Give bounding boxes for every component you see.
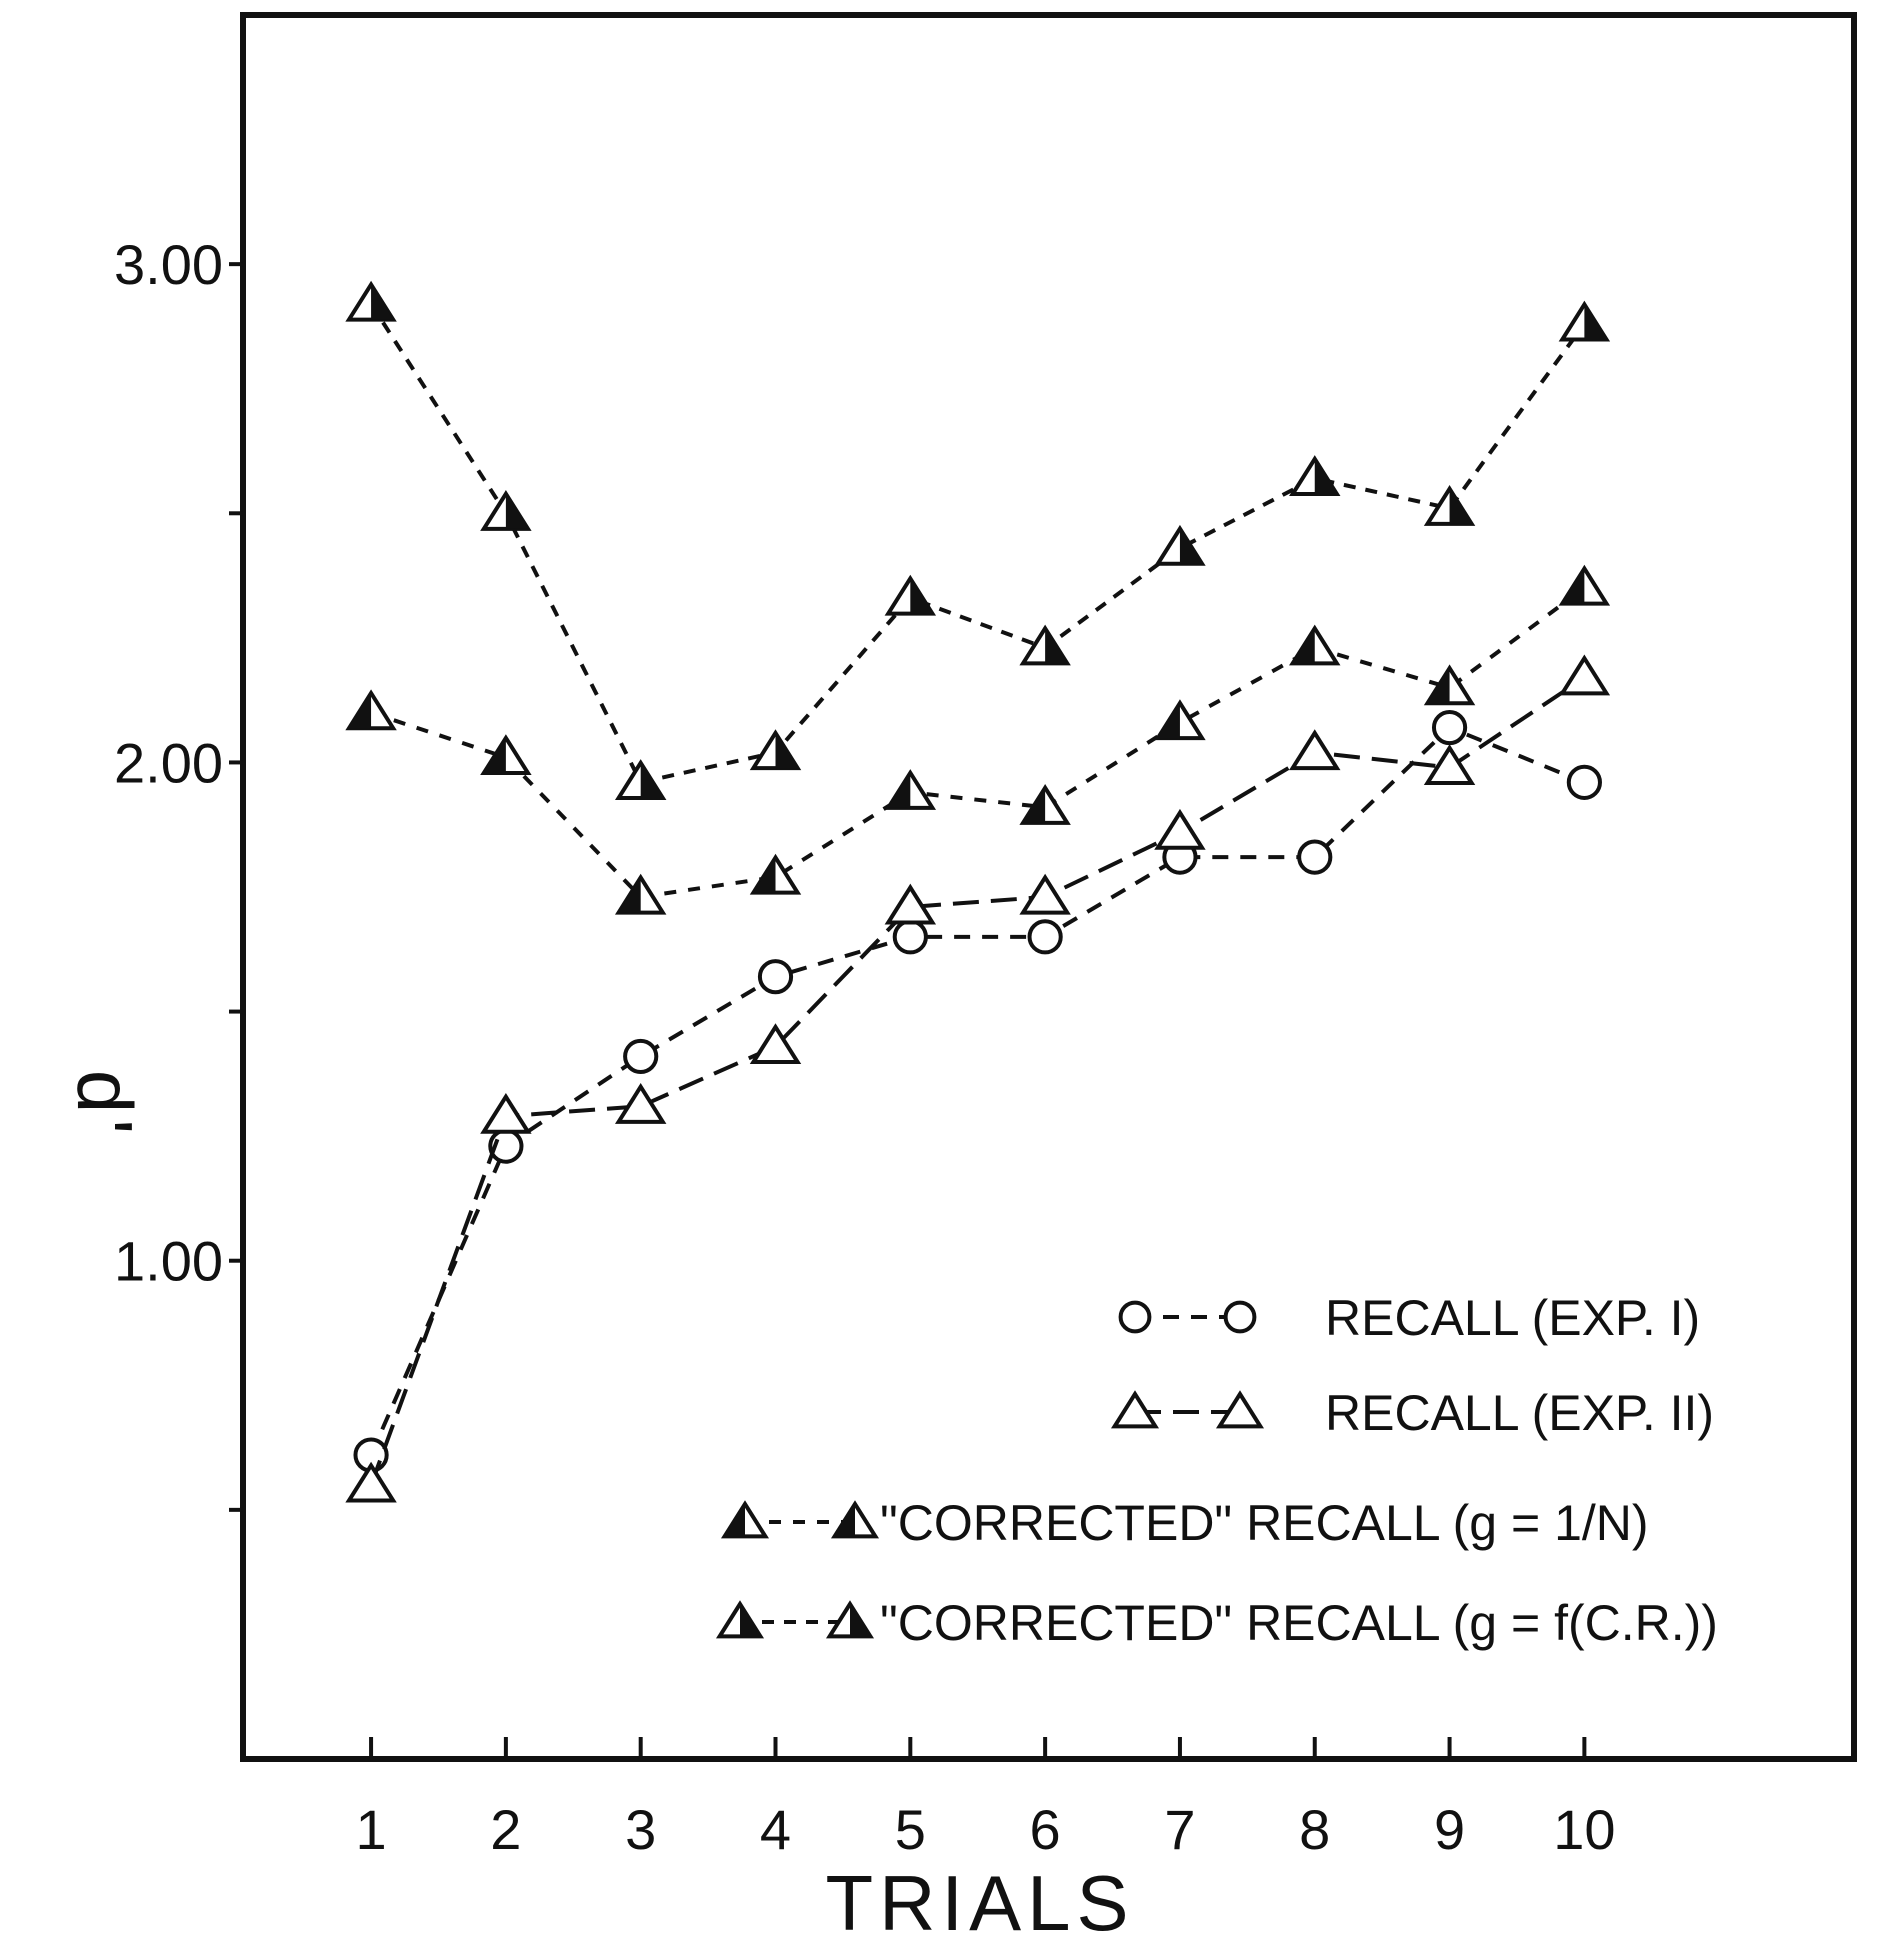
x-tick-label: 9 [1434, 1798, 1465, 1861]
data-point [1154, 524, 1206, 566]
data-point [1019, 624, 1071, 666]
data-point [1566, 764, 1602, 800]
series-3 [345, 564, 1611, 915]
legend-entry: "CORRECTED" RECALL (g = 1/N) [720, 1495, 1649, 1551]
data-point [1423, 664, 1476, 706]
y-tick-label: 1.00 [114, 1230, 223, 1293]
legend-entry: RECALL (EXP. I) [1118, 1290, 1700, 1346]
data-point [1297, 839, 1333, 875]
data-point [884, 769, 937, 810]
data-point [345, 280, 397, 322]
data-point [1558, 654, 1611, 696]
x-axis-title: TRIALS [825, 1859, 1134, 1947]
data-point [884, 574, 937, 616]
data-point [749, 1023, 802, 1065]
legend-label: RECALL (EXP. I) [1325, 1290, 1700, 1346]
data-point [1027, 919, 1063, 955]
x-tick-label: 10 [1553, 1798, 1615, 1861]
legend-marker [830, 1500, 880, 1539]
data-point [614, 873, 667, 915]
series-2 [345, 654, 1611, 1503]
legend-marker [1223, 1300, 1257, 1334]
legend-label: "CORRECTED" RECALL (g = 1/N) [880, 1495, 1649, 1551]
data-point [345, 689, 397, 731]
series-line [369, 676, 1586, 1486]
data-point [892, 919, 928, 955]
data-point [614, 1082, 667, 1124]
data-point [757, 959, 794, 995]
x-tick-label: 8 [1299, 1798, 1330, 1861]
legend-marker [1110, 1390, 1160, 1429]
x-tick-label: 1 [355, 1798, 386, 1861]
plot-frame [240, 12, 1857, 1762]
data-point [1423, 744, 1476, 786]
series-1 [353, 709, 1602, 1473]
data-point [1558, 300, 1611, 342]
legend-marker [715, 1600, 765, 1639]
data-point [1289, 455, 1341, 497]
y-tick-label: 2.00 [114, 731, 223, 794]
legend: RECALL (EXP. I) RECALL (EXP. II) "CORRECTE… [715, 1290, 1718, 1651]
y-tick-label: 3.00 [114, 233, 223, 296]
legend-marker [1118, 1300, 1152, 1334]
data-point [749, 729, 802, 771]
data-point [480, 490, 532, 531]
data-point [623, 1038, 659, 1075]
legend-label: "CORRECTED" RECALL (g = f(C.R.)) [880, 1595, 1718, 1651]
data-point [1019, 784, 1071, 825]
data-point [749, 853, 802, 895]
y-axis: 1.00 2.00 3.00 [114, 233, 243, 1512]
legend-label: RECALL (EXP. II) [1325, 1385, 1714, 1441]
data-point [1289, 624, 1341, 666]
data-point [1558, 564, 1611, 606]
x-axis: 1 2 3 4 5 6 7 8 9 10 [355, 1737, 1616, 1861]
y-axis-title: d' [61, 1070, 149, 1140]
data-point [480, 1092, 532, 1134]
x-tick-label: 2 [490, 1798, 521, 1861]
legend-marker [825, 1600, 875, 1639]
data-point [1154, 808, 1206, 850]
series-line [370, 586, 1586, 900]
data-point [1019, 873, 1071, 915]
data-point [884, 883, 937, 925]
legend-marker [1215, 1390, 1265, 1429]
x-tick-label: 7 [1164, 1798, 1195, 1861]
data-point [345, 1461, 397, 1503]
data-point [1423, 485, 1476, 526]
series-4 [345, 280, 1611, 800]
x-tick-label: 4 [760, 1798, 791, 1861]
x-tick-label: 5 [895, 1798, 926, 1861]
x-tick-label: 6 [1030, 1798, 1061, 1861]
series-layer [345, 280, 1611, 1503]
legend-entry: "CORRECTED" RECALL (g = f(C.R.)) [715, 1595, 1718, 1651]
x-tick-label: 3 [625, 1798, 656, 1861]
series-line [369, 302, 1586, 785]
data-point [1431, 709, 1468, 746]
data-point [614, 759, 667, 800]
data-point [480, 734, 532, 776]
data-point [1154, 699, 1206, 741]
legend-marker [720, 1500, 770, 1539]
data-point [1289, 729, 1341, 771]
legend-entry: RECALL (EXP. II) [1110, 1385, 1714, 1441]
